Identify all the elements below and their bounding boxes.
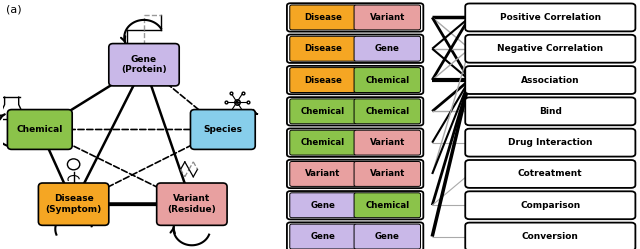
FancyBboxPatch shape [287, 191, 423, 219]
Text: Chemical: Chemical [301, 107, 345, 116]
Text: Chemical: Chemical [365, 75, 410, 85]
FancyBboxPatch shape [287, 97, 423, 125]
FancyBboxPatch shape [354, 36, 420, 61]
Text: Gene: Gene [375, 44, 400, 53]
FancyBboxPatch shape [8, 110, 72, 149]
FancyBboxPatch shape [290, 130, 356, 155]
Text: Gene: Gene [310, 201, 335, 210]
Text: Gene
(Protein): Gene (Protein) [121, 55, 167, 74]
FancyBboxPatch shape [287, 3, 423, 32]
Text: Variant: Variant [305, 169, 340, 179]
FancyBboxPatch shape [38, 183, 109, 225]
FancyBboxPatch shape [354, 193, 420, 218]
FancyBboxPatch shape [290, 224, 356, 249]
Text: Conversion: Conversion [522, 232, 579, 241]
FancyBboxPatch shape [354, 99, 420, 124]
FancyBboxPatch shape [290, 193, 356, 218]
Text: (b): (b) [289, 5, 304, 15]
FancyBboxPatch shape [287, 66, 423, 94]
FancyBboxPatch shape [465, 97, 636, 125]
FancyBboxPatch shape [354, 130, 420, 155]
Text: Disease: Disease [304, 44, 342, 53]
FancyBboxPatch shape [465, 3, 636, 31]
Text: Disease: Disease [304, 13, 342, 22]
FancyBboxPatch shape [290, 5, 356, 30]
FancyBboxPatch shape [287, 160, 423, 188]
Text: Variant
(Residue): Variant (Residue) [168, 194, 216, 214]
Text: Variant: Variant [369, 138, 405, 147]
Text: Association: Association [521, 75, 580, 85]
FancyBboxPatch shape [465, 223, 636, 249]
Text: Disease
(Symptom): Disease (Symptom) [45, 194, 102, 214]
Text: Chemical: Chemical [365, 201, 410, 210]
FancyBboxPatch shape [290, 162, 356, 187]
FancyBboxPatch shape [287, 128, 423, 157]
FancyBboxPatch shape [465, 160, 636, 188]
FancyBboxPatch shape [465, 35, 636, 63]
FancyBboxPatch shape [465, 129, 636, 157]
FancyBboxPatch shape [109, 44, 179, 86]
FancyBboxPatch shape [290, 67, 356, 92]
FancyBboxPatch shape [191, 110, 255, 149]
FancyBboxPatch shape [290, 99, 356, 124]
Text: Positive Correlation: Positive Correlation [500, 13, 601, 22]
FancyBboxPatch shape [354, 162, 420, 187]
Text: Gene: Gene [375, 232, 400, 241]
Text: Disease: Disease [304, 75, 342, 85]
Text: Bind: Bind [539, 107, 562, 116]
FancyBboxPatch shape [354, 67, 420, 92]
Text: Chemical: Chemical [17, 125, 63, 134]
FancyBboxPatch shape [354, 5, 420, 30]
Text: Species: Species [204, 125, 243, 134]
Text: Cotreatment: Cotreatment [518, 169, 582, 179]
Text: Negative Correlation: Negative Correlation [497, 44, 604, 53]
Text: (a): (a) [6, 5, 22, 15]
FancyBboxPatch shape [465, 191, 636, 219]
Text: Gene: Gene [310, 232, 335, 241]
FancyBboxPatch shape [354, 224, 420, 249]
Text: Variant: Variant [369, 169, 405, 179]
Text: Variant: Variant [369, 13, 405, 22]
Text: Drug Interaction: Drug Interaction [508, 138, 593, 147]
FancyBboxPatch shape [290, 36, 356, 61]
Text: Comparison: Comparison [520, 201, 580, 210]
FancyBboxPatch shape [465, 66, 636, 94]
FancyBboxPatch shape [287, 35, 423, 63]
FancyBboxPatch shape [157, 183, 227, 225]
Text: Chemical: Chemical [365, 107, 410, 116]
Text: Chemical: Chemical [301, 138, 345, 147]
FancyBboxPatch shape [287, 222, 423, 249]
